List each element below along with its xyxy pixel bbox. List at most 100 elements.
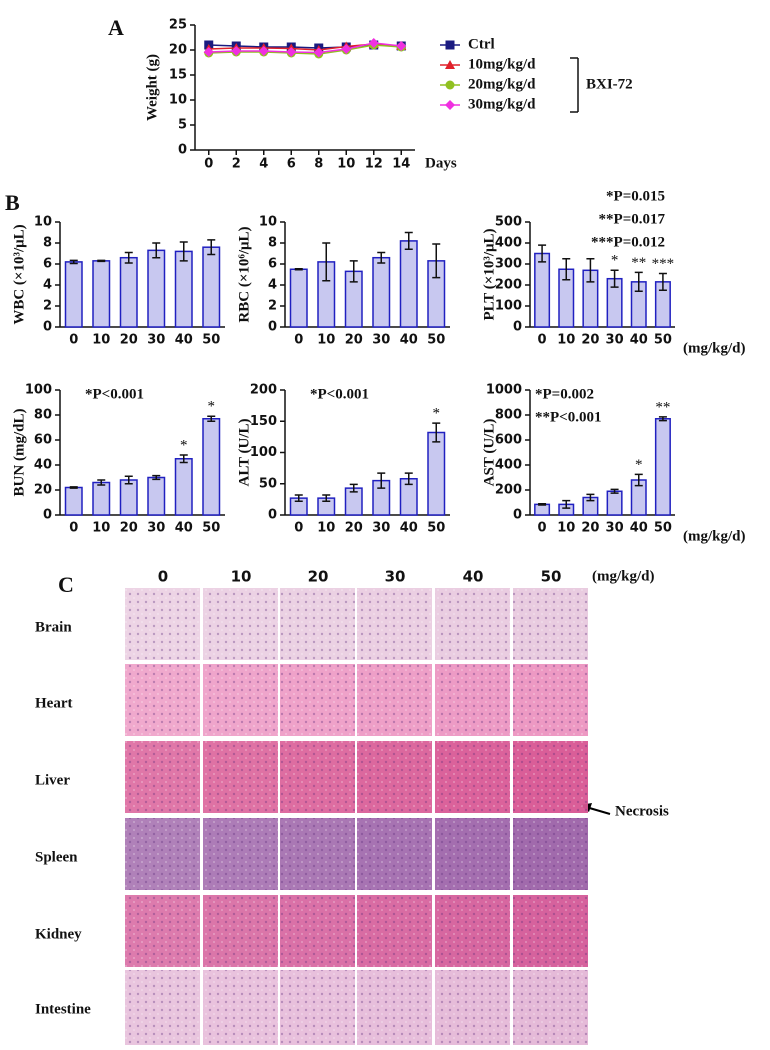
y-tick-label: 0 bbox=[43, 320, 52, 335]
x-tick-label: 20 bbox=[345, 333, 363, 348]
y-axis-label: AST (U/L) bbox=[481, 419, 497, 487]
annotation: ***P=0.012 bbox=[591, 234, 665, 250]
bar bbox=[64, 486, 83, 516]
x-tick-label: 10 bbox=[557, 333, 575, 348]
bar bbox=[147, 476, 166, 516]
tissue-texture bbox=[513, 818, 588, 890]
y-tick-label: 500 bbox=[495, 215, 522, 230]
tissue-texture bbox=[125, 741, 200, 813]
y-tick-label: 1000 bbox=[486, 383, 522, 398]
tissue-texture bbox=[280, 588, 355, 660]
tissue-texture bbox=[435, 895, 510, 967]
tissue-texture bbox=[125, 895, 200, 967]
x-axis-label: (mg/kg/d) bbox=[683, 340, 746, 356]
tissue-texture bbox=[435, 741, 510, 813]
x-tick-label: 30 bbox=[147, 521, 165, 536]
error-bar bbox=[69, 259, 78, 265]
tissue-texture bbox=[435, 970, 510, 1045]
x-axis-label: Days bbox=[425, 155, 457, 171]
significance-label: * bbox=[635, 457, 643, 473]
x-tick-label: 20 bbox=[581, 333, 599, 348]
y-tick-label: 300 bbox=[495, 257, 522, 272]
bar bbox=[119, 479, 138, 516]
error-bar bbox=[432, 243, 441, 279]
tissue-texture bbox=[513, 895, 588, 967]
tissue-texture bbox=[513, 588, 588, 660]
tissue-texture bbox=[513, 664, 588, 736]
x-tick-label: 0 bbox=[538, 521, 547, 536]
bar bbox=[606, 490, 623, 516]
tissue-texture bbox=[125, 588, 200, 660]
annotation: *P=0.015 bbox=[606, 188, 665, 204]
column-label: 40 bbox=[463, 568, 484, 586]
x-tick-label: 0 bbox=[69, 333, 78, 348]
x-tick-label: 30 bbox=[606, 521, 624, 536]
x-tick-label: 30 bbox=[147, 333, 165, 348]
legend-label: Ctrl bbox=[468, 36, 495, 52]
y-tick-label: 2 bbox=[43, 299, 52, 314]
x-axis-label: (mg/kg/d) bbox=[683, 528, 746, 544]
row-label: Spleen bbox=[35, 849, 78, 865]
y-tick-label: 5 bbox=[178, 118, 187, 133]
error-bar bbox=[404, 231, 413, 251]
tissue-texture bbox=[203, 741, 278, 813]
significance-label: * bbox=[433, 406, 441, 422]
error-bar bbox=[538, 503, 547, 506]
x-tick-label: 50 bbox=[427, 521, 445, 536]
tissue-texture bbox=[203, 818, 278, 890]
y-tick-label: 4 bbox=[268, 278, 277, 293]
x-tick-label: 40 bbox=[400, 521, 418, 536]
error-bar bbox=[322, 242, 331, 282]
tissue-texture bbox=[435, 664, 510, 736]
x-tick-label: 10 bbox=[337, 157, 355, 172]
bar bbox=[64, 261, 83, 328]
x-tick-label: 50 bbox=[427, 333, 445, 348]
x-tick-label: 0 bbox=[204, 157, 213, 172]
bar bbox=[372, 256, 391, 328]
error-bar bbox=[349, 260, 358, 283]
y-tick-label: 200 bbox=[495, 278, 522, 293]
error-bar bbox=[404, 472, 413, 486]
x-tick-label: 6 bbox=[287, 157, 296, 172]
annotation: **P<0.001 bbox=[535, 409, 601, 425]
annotation: Necrosis bbox=[615, 803, 669, 819]
error-bar bbox=[432, 422, 441, 443]
x-tick-label: 40 bbox=[175, 333, 193, 348]
column-label: 10 bbox=[231, 568, 252, 586]
x-tick-label: 0 bbox=[69, 521, 78, 536]
tissue-texture bbox=[357, 895, 432, 967]
legend-marker bbox=[445, 60, 455, 69]
y-tick-label: 0 bbox=[513, 320, 522, 335]
x-tick-label: 40 bbox=[630, 521, 648, 536]
error-bar bbox=[124, 251, 133, 264]
row-label: Kidney bbox=[35, 926, 82, 942]
y-tick-label: 15 bbox=[169, 68, 187, 83]
bar bbox=[399, 240, 418, 328]
series-line bbox=[208, 44, 402, 55]
y-tick-label: 2 bbox=[268, 299, 277, 314]
y-tick-label: 20 bbox=[169, 43, 187, 58]
row-label: Liver bbox=[35, 772, 70, 788]
y-tick-label: 8 bbox=[43, 236, 52, 251]
y-tick-label: 100 bbox=[25, 383, 52, 398]
tissue-texture bbox=[357, 741, 432, 813]
legend-marker bbox=[445, 100, 455, 110]
tissue-texture bbox=[280, 741, 355, 813]
y-tick-label: 0 bbox=[178, 143, 187, 158]
error-bar bbox=[377, 472, 386, 489]
y-tick-label: 6 bbox=[43, 257, 52, 272]
significance-label: * bbox=[208, 399, 216, 415]
tissue-texture bbox=[203, 970, 278, 1045]
bar bbox=[534, 252, 551, 328]
x-tick-label: 10 bbox=[92, 333, 110, 348]
significance-label: ** bbox=[655, 399, 670, 415]
bar bbox=[534, 503, 551, 516]
y-tick-label: 150 bbox=[250, 414, 277, 429]
x-tick-label: 10 bbox=[92, 521, 110, 536]
tissue-texture bbox=[435, 588, 510, 660]
column-label: 0 bbox=[158, 568, 168, 586]
panel-label: A bbox=[108, 15, 124, 40]
significance-label: ** bbox=[631, 255, 646, 271]
x-tick-label: 2 bbox=[232, 157, 241, 172]
point bbox=[286, 47, 297, 57]
